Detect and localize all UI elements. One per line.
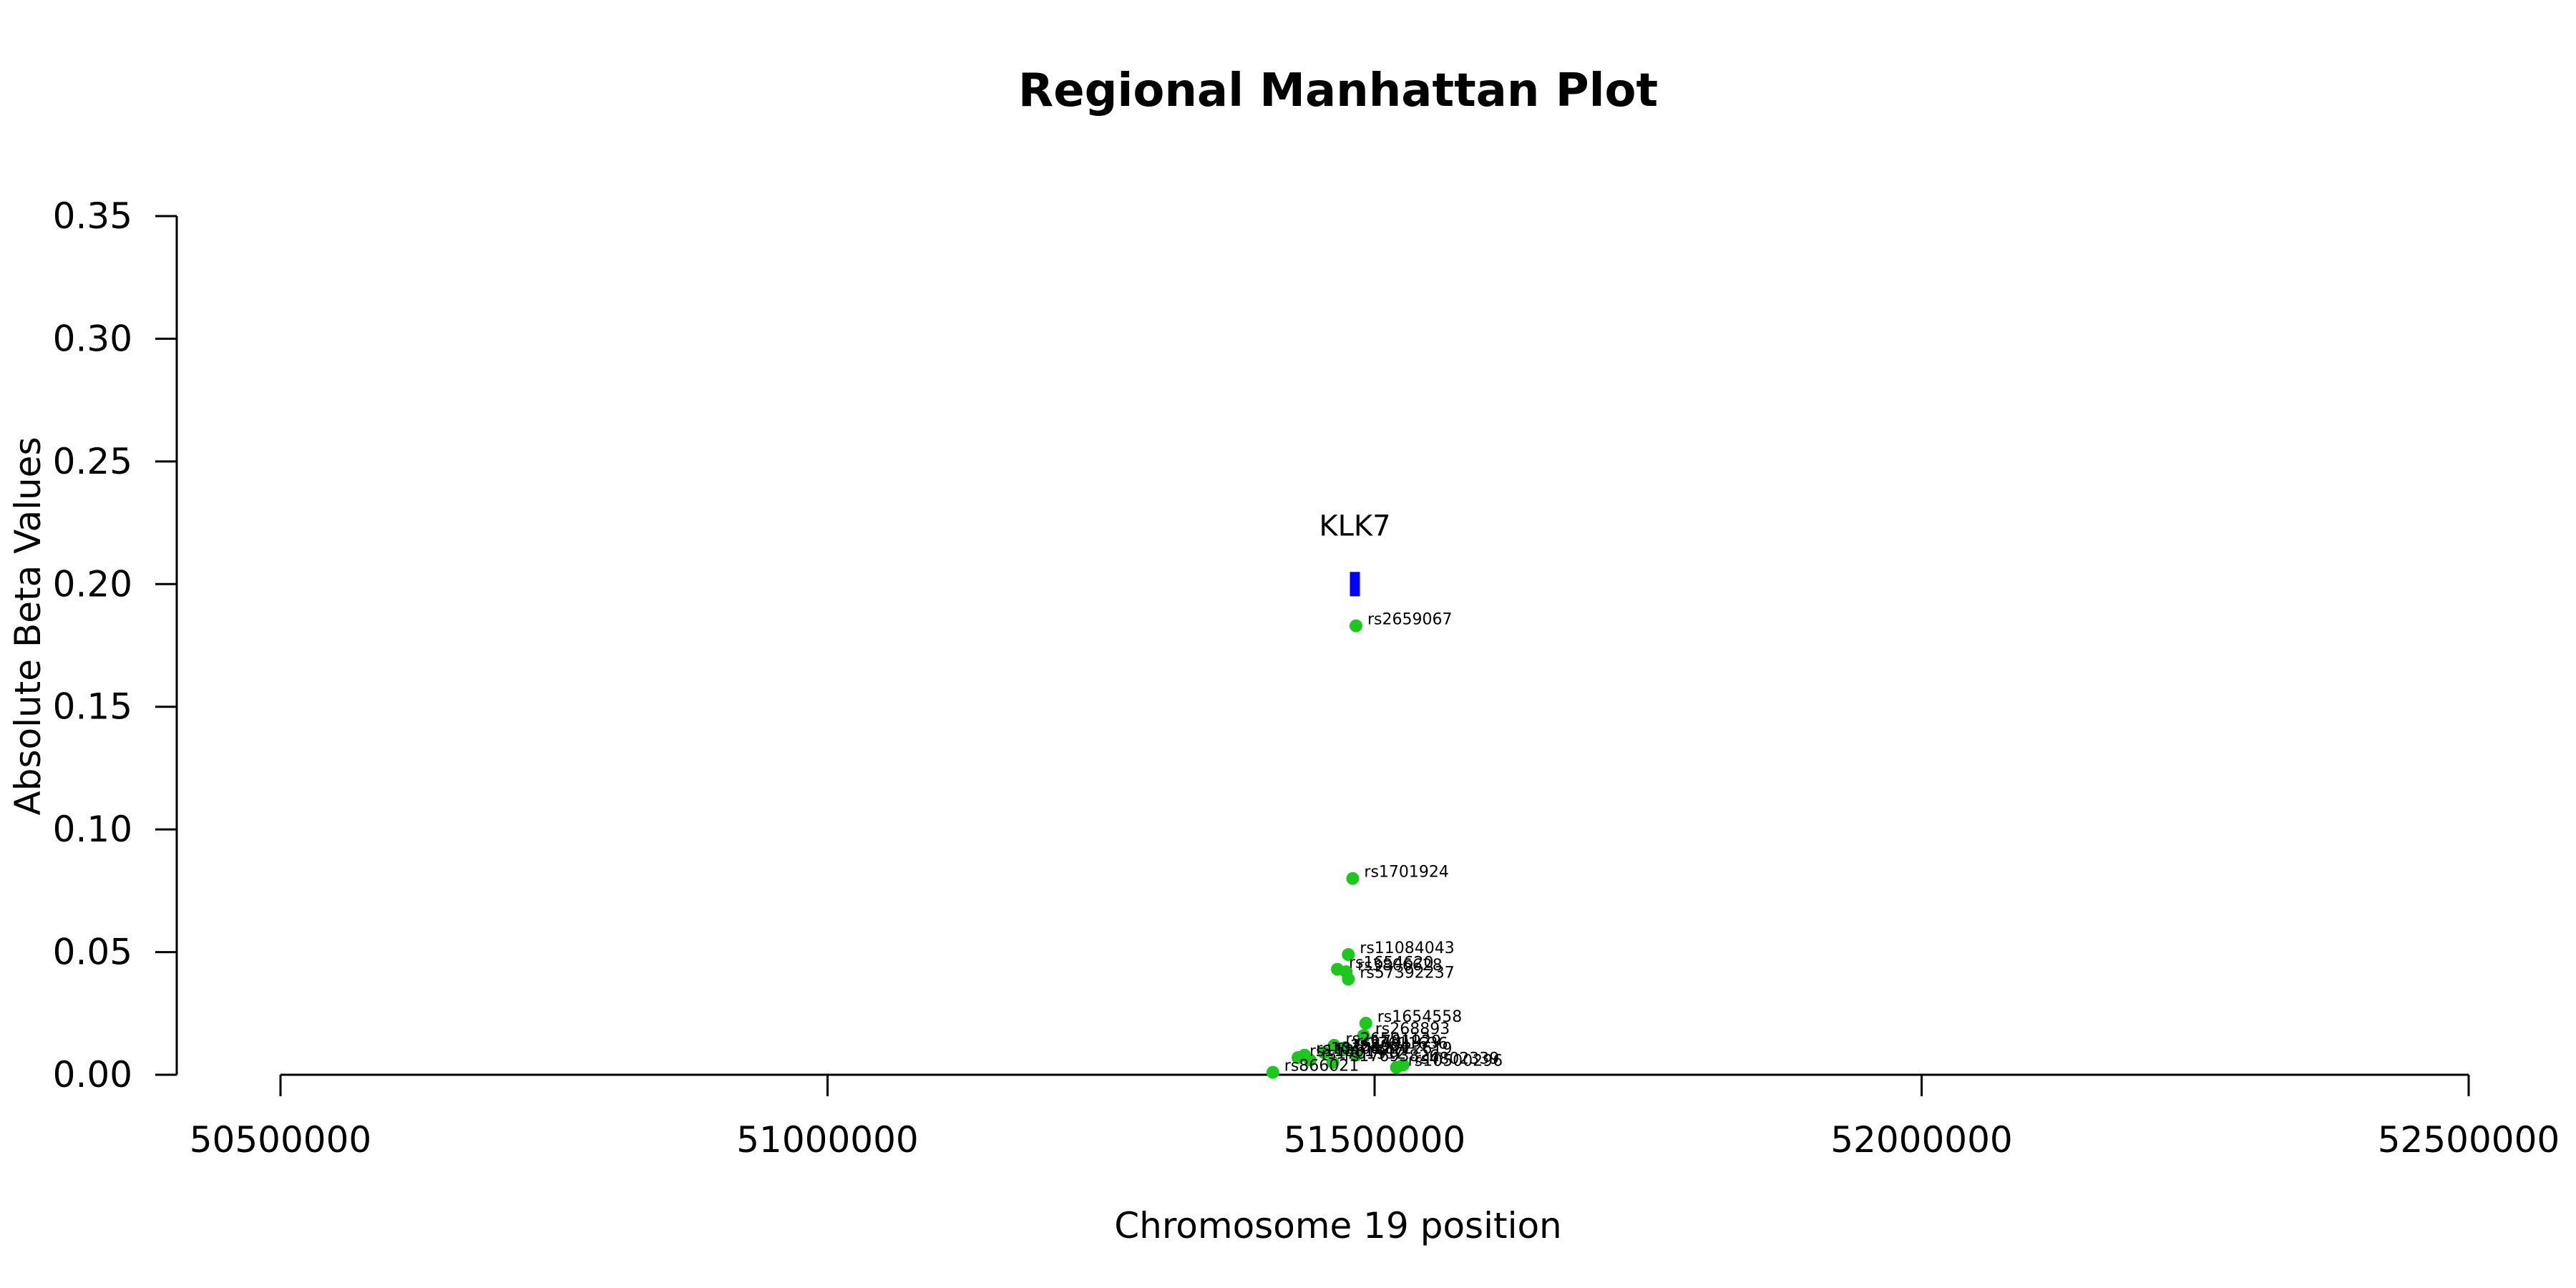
y-tick-label: 0.20 [53, 563, 132, 605]
x-tick-label: 52500000 [2378, 1119, 2560, 1161]
snp-point [1291, 1051, 1304, 1064]
y-tick-label: 0.25 [53, 441, 132, 482]
snp-point [1350, 1048, 1363, 1062]
x-axis: 50500000 51000000 51500000 52000000 52500000 [190, 1073, 2560, 1161]
snp-label: rs866021 [1284, 1058, 1360, 1075]
y-tick-label: 0.00 [53, 1054, 132, 1096]
snp-label: rs11881447 [1309, 1043, 1404, 1060]
snp-point [1317, 1046, 1331, 1060]
snp-label: rs1654620 [1349, 955, 1434, 972]
snp-label: rs3806628 [1357, 957, 1443, 975]
gene-label: KLK7 [1319, 509, 1390, 542]
snp-label: rs4802339 [1415, 1050, 1499, 1068]
x-tick-label: 50500000 [190, 1119, 372, 1161]
snp-point [1335, 1043, 1349, 1057]
x-axis-label: Chromosome 19 position [1114, 1205, 1562, 1246]
snp-point [1357, 1029, 1370, 1043]
chart-title: Regional Manhattan Plot [1018, 64, 1658, 117]
x-tick-label: 51500000 [1284, 1119, 1466, 1161]
y-axis: 0.00 0.05 0.10 0.15 0.20 0.25 0.30 0.35 [53, 195, 178, 1096]
snp-point [1342, 948, 1355, 961]
snp-label: rs11084043 [1360, 940, 1454, 957]
snp-label: rs57392237 [1360, 964, 1454, 982]
y-tick-label: 0.15 [53, 686, 132, 728]
y-tick-label: 0.30 [53, 318, 132, 359]
snp-label: rs1701912 [1322, 1045, 1407, 1063]
snp-label: rs17611636 [1353, 1035, 1448, 1053]
snp-label: rs2659067 [1367, 611, 1453, 629]
snp-label: rs10500296 [1408, 1053, 1503, 1070]
snp-point [1390, 1060, 1403, 1074]
snp-label: rs2659113 [1345, 1030, 1430, 1048]
snp-point [1346, 872, 1360, 885]
snp-label: rs268904 [1336, 1038, 1411, 1055]
snp-points: rs2659067 rs1701924 rs11084043rs1654620rs3… [1266, 611, 1503, 1079]
snp-point [1266, 1065, 1279, 1079]
snp-label: rs1701924 [1364, 864, 1449, 882]
y-tick-label: 0.05 [53, 932, 132, 973]
snp-label: rs10408221 [1316, 1040, 1410, 1058]
y-axis-label: Absolute Beta Values [7, 437, 49, 816]
x-tick-label: 51000000 [736, 1119, 919, 1161]
snp-label: rs1654558 [1377, 1008, 1463, 1026]
snp-label: rs1701929 [1357, 1033, 1442, 1050]
snp-point [1359, 1017, 1372, 1030]
snp-point [1326, 1055, 1340, 1069]
snp-label: rs1722619 [1367, 1040, 1453, 1058]
snp-label: rs268893 [1375, 1020, 1450, 1038]
snp-label: rs17693826 [1345, 1048, 1439, 1065]
snp-point [1303, 1053, 1317, 1067]
y-tick-label: 0.35 [53, 195, 132, 237]
snp-point [1350, 619, 1363, 633]
snp-point [1342, 972, 1355, 986]
gene-track: KLK7 [1319, 509, 1391, 597]
x-tick-label: 52000000 [1830, 1119, 2013, 1161]
y-tick-label: 0.10 [53, 809, 132, 850]
gene-bar [1350, 572, 1360, 597]
